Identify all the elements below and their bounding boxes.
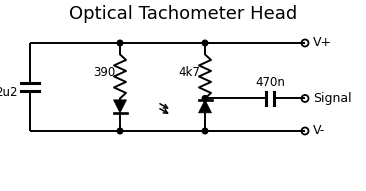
Text: 470n: 470n: [255, 76, 285, 89]
Text: 4k7: 4k7: [178, 66, 200, 79]
Text: 2u2: 2u2: [0, 87, 18, 100]
Text: 390: 390: [93, 66, 115, 79]
Circle shape: [202, 40, 208, 46]
Circle shape: [117, 128, 123, 134]
Text: Optical Tachometer Head: Optical Tachometer Head: [69, 5, 297, 23]
Text: V-: V-: [313, 125, 325, 138]
Circle shape: [117, 40, 123, 46]
Polygon shape: [113, 100, 127, 113]
Text: Signal: Signal: [313, 92, 352, 105]
Polygon shape: [198, 100, 212, 113]
Circle shape: [202, 128, 208, 134]
Circle shape: [202, 96, 208, 101]
Text: V+: V+: [313, 36, 332, 49]
